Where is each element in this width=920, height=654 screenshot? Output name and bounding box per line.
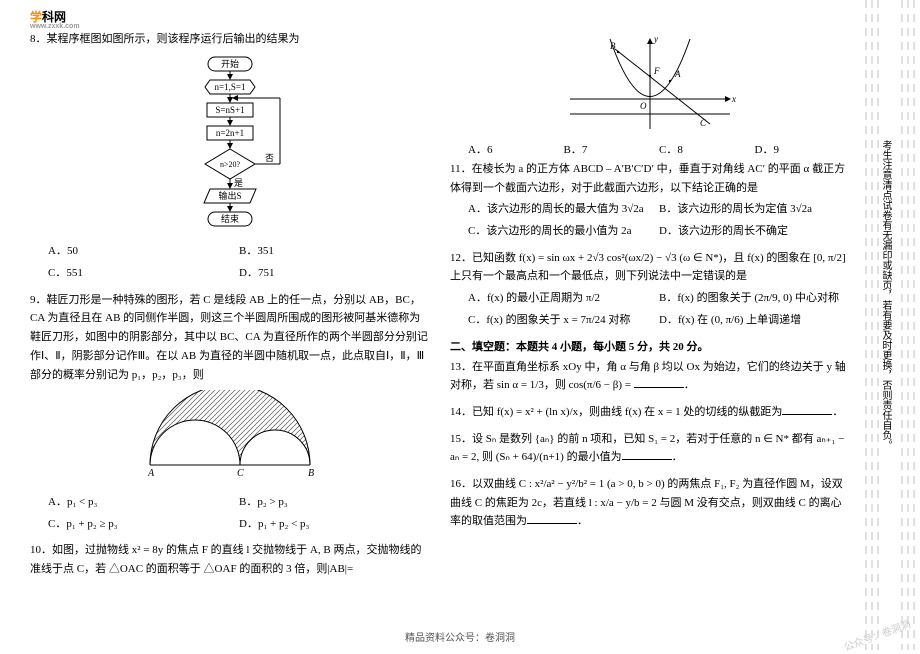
q8-opts-row2: C．551D．751	[48, 264, 430, 283]
q14-blank	[782, 403, 832, 415]
q10-num: 10．	[30, 544, 52, 556]
q11-opts-row1: A．该六边形的周长的最大值为 3√2aB．该六边形的周长为定值 3√2a	[468, 200, 850, 219]
svg-text:否: 否	[265, 153, 274, 163]
q10-text: 如图，过抛物线 x² = 8y 的焦点 F 的直线 l 交抛物线于 A, B 两…	[30, 544, 421, 575]
q12-c: C．f(x) 的图象关于 x = 7π/24 对称	[468, 311, 659, 330]
q8: 8．某程序框图如图所示，则该程序运行后输出的结果为 开始 n=1,S=1 S=n…	[30, 30, 430, 283]
q9-text: 鞋匠刀形是一种特殊的图形，若 C 是线段 AB 上的任一点，分别以 AB，BC，…	[30, 294, 428, 381]
q16-text: 以双曲线 C : x²/a² − y²/b² = 1 (a > 0, b > 0…	[450, 478, 843, 527]
q14-text: 已知 f(x) = x² + (ln x)/x，则曲线 f(x) 在 x = 1…	[472, 406, 782, 418]
svg-text:A: A	[674, 69, 681, 79]
q8-num: 8．	[30, 33, 47, 45]
q10-opts: A．6 B．7 C．8 D．9	[468, 141, 850, 157]
q8-a: A．50	[48, 242, 239, 261]
svg-text:x: x	[731, 94, 736, 104]
parabola-diagram: x y B F A O C	[450, 34, 850, 137]
svg-text:y: y	[653, 34, 658, 44]
q11: 11．在棱长为 a 的正方体 ABCD – A′B′C′D′ 中，垂直于对角线 …	[450, 160, 850, 241]
q12-a: A．f(x) 的最小正周期为 π/2	[468, 289, 659, 308]
q10-d: D．9	[755, 141, 851, 157]
q16: 16．以双曲线 C : x²/a² − y²/b² = 1 (a > 0, b …	[450, 475, 850, 531]
right-column: x y B F A O C A．6 B．7 C．8 D．9 11．在棱长为 a …	[450, 30, 850, 539]
q14-period: ．	[832, 406, 843, 418]
left-column: 8．某程序框图如图所示，则该程序运行后输出的结果为 开始 n=1,S=1 S=n…	[30, 30, 430, 587]
q12-text: 已知函数 f(x) = sin ωx + 2√3 cos²(ωx/2) − √3…	[450, 252, 846, 283]
svg-text:C: C	[237, 468, 244, 479]
flowchart: 开始 n=1,S=1 S=nS+1 n=2n+1 n>20? 否 是	[30, 55, 430, 237]
q10-c: C．8	[659, 141, 755, 157]
q13-num: 13．	[450, 361, 472, 373]
logo-rest: 科网	[42, 10, 66, 24]
sidebar-hatch: 考生注意清点试卷有无漏印或缺页，若有要及时更换，否则责任自负。	[860, 0, 920, 650]
q9-c: C．p₁ + p₂ ≥ p₃	[48, 515, 239, 534]
q8-c: C．551	[48, 264, 239, 283]
q15-period: ．	[672, 451, 683, 463]
q9-d: D．p₁ + p₂ < p₃	[239, 515, 430, 534]
q11-c: C．该六边形的周长的最小值为 2a	[468, 222, 659, 241]
q13-blank	[634, 376, 684, 388]
q14: 14．已知 f(x) = x² + (ln x)/x，则曲线 f(x) 在 x …	[450, 403, 850, 422]
arc-diagram: A C B	[30, 390, 430, 487]
q11-text: 在棱长为 a 的正方体 ABCD – A′B′C′D′ 中，垂直于对角线 AC′…	[450, 163, 845, 194]
q8-d: D．751	[239, 264, 430, 283]
q12-num: 12．	[450, 252, 472, 264]
q11-d: D．该六边形的周长不确定	[659, 222, 850, 241]
svg-text:O: O	[640, 101, 647, 111]
q12-opts-row1: A．f(x) 的最小正周期为 π/2B．f(x) 的图象关于 (2π/9, 0)…	[468, 289, 850, 308]
svg-text:输出S: 输出S	[218, 190, 241, 201]
q9-opts-row1: A．p₁ < p₃B．p₂ > p₃	[48, 493, 430, 512]
q15: 15．设 Sₙ 是数列 {aₙ} 的前 n 项和，已知 S₁ = 2，若对于任意…	[450, 430, 850, 467]
q12: 12．已知函数 f(x) = sin ωx + 2√3 cos²(ωx/2) −…	[450, 249, 850, 330]
q16-num: 16．	[450, 478, 472, 490]
svg-text:开始: 开始	[221, 58, 239, 69]
svg-text:n=1,S=1: n=1,S=1	[215, 82, 246, 92]
svg-text:C: C	[700, 118, 707, 128]
svg-text:F: F	[653, 66, 660, 76]
q9-opts-row2: C．p₁ + p₂ ≥ p₃D．p₁ + p₂ < p₃	[48, 515, 430, 534]
parabola-svg: x y B F A O C	[560, 34, 740, 134]
svg-text:n=2n+1: n=2n+1	[216, 128, 244, 138]
q9-b: B．p₂ > p₃	[239, 493, 430, 512]
svg-text:B: B	[610, 41, 616, 51]
q11-num: 11．	[450, 163, 472, 175]
q11-a: A．该六边形的周长的最大值为 3√2a	[468, 200, 659, 219]
q13-period: ．	[684, 379, 695, 391]
q8-opts-row1: A．50B．351	[48, 242, 430, 261]
q8-b: B．351	[239, 242, 430, 261]
q13: 13．在平面直角坐标系 xOy 中，角 α 与角 β 均以 Ox 为始边，它们的…	[450, 358, 850, 395]
svg-text:A: A	[147, 468, 155, 479]
logo-orange: 学	[30, 10, 42, 24]
q15-blank	[622, 448, 672, 460]
q12-opts-row2: C．f(x) 的图象关于 x = 7π/24 对称D．f(x) 在 (0, π/…	[468, 311, 850, 330]
q16-blank	[527, 512, 577, 524]
sidebar-note: 考生注意清点试卷有无漏印或缺页，若有要及时更换，否则责任自负。	[876, 140, 894, 450]
q10-b: B．7	[564, 141, 660, 157]
q9: 9．鞋匠刀形是一种特殊的图形，若 C 是线段 AB 上的任一点，分别以 AB，B…	[30, 291, 430, 534]
q14-num: 14．	[450, 406, 472, 418]
svg-text:n>20?: n>20?	[220, 160, 241, 169]
svg-text:结束: 结束	[221, 213, 239, 224]
q10-a: A．6	[468, 141, 564, 157]
svg-text:S=nS+1: S=nS+1	[215, 105, 244, 115]
q9-a: A．p₁ < p₃	[48, 493, 239, 512]
q12-d: D．f(x) 在 (0, π/6) 上单调递增	[659, 311, 850, 330]
q11-b: B．该六边形的周长为定值 3√2a	[659, 200, 850, 219]
arc-svg: A C B	[130, 390, 330, 480]
flowchart-svg: 开始 n=1,S=1 S=nS+1 n=2n+1 n>20? 否 是	[160, 55, 300, 230]
logo-url: www.zxxk.com	[30, 23, 80, 30]
q16-period: ．	[577, 515, 588, 527]
q10: 10．如图，过抛物线 x² = 8y 的焦点 F 的直线 l 交抛物线于 A, …	[30, 541, 430, 578]
page-content: 8．某程序框图如图所示，则该程序运行后输出的结果为 开始 n=1,S=1 S=n…	[30, 30, 850, 610]
q12-b: B．f(x) 的图象关于 (2π/9, 0) 中心对称	[659, 289, 850, 308]
svg-text:是: 是	[234, 178, 243, 188]
site-logo: 学科网 www.zxxk.com	[30, 8, 80, 30]
q9-num: 9．	[30, 294, 47, 306]
q15-num: 15．	[450, 433, 472, 445]
svg-text:B: B	[308, 468, 314, 479]
q11-opts-row2: C．该六边形的周长的最小值为 2aD．该六边形的周长不确定	[468, 222, 850, 241]
section-2-title: 二、填空题：本题共 4 小题，每小题 5 分，共 20 分。	[450, 338, 850, 354]
q8-text: 某程序框图如图所示，则该程序运行后输出的结果为	[47, 33, 300, 45]
page-footer: 精品资料公众号：卷洞洞	[0, 629, 920, 644]
